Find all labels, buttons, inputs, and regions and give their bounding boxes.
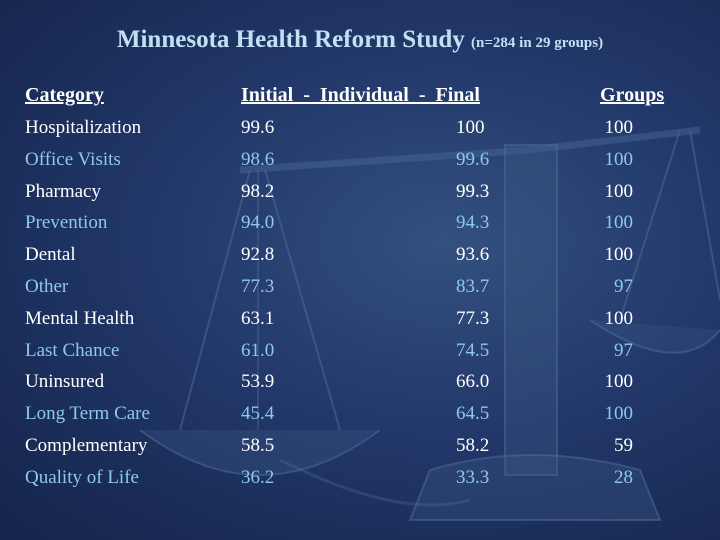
groups-value-cell: 100	[604, 212, 634, 234]
category-cell: Prevention	[25, 212, 108, 234]
initial-value-cell: 94.0	[241, 212, 275, 234]
initial-value-cell: 77.3	[241, 276, 275, 297]
initial-value-cell: 99.6	[241, 117, 275, 138]
category-cell: Quality of Life	[25, 466, 139, 488]
initial-value-cell: 92.8	[241, 244, 275, 266]
final-value-cell: 93.6	[456, 244, 490, 266]
groups-value-cell: 100	[604, 180, 634, 202]
category-cell: Mental Health	[25, 307, 135, 329]
table-row: Uninsured 53.9 66.0 100	[0, 371, 720, 403]
category-cell: Last Chance	[25, 339, 120, 361]
header-category: Category	[25, 84, 104, 106]
final-value-cell: 100	[456, 117, 485, 138]
groups-value-cell: 97	[614, 339, 633, 361]
title-subtitle: (n=284 in 29 groups)	[471, 35, 604, 51]
category-cell: Hospitalization	[25, 117, 142, 138]
table-row: Office Visits 98.6 99.6 100	[0, 149, 720, 181]
initial-value-cell: 61.0	[241, 339, 275, 361]
final-value-cell: 74.5	[456, 339, 490, 361]
final-value-cell: 83.7	[456, 276, 490, 297]
table-row: Pharmacy 98.2 99.3 100	[0, 181, 720, 213]
final-value-cell: 64.5	[456, 403, 490, 425]
groups-value-cell: 97	[614, 276, 633, 297]
table-row: Complementary 58.5 58.2 59	[0, 435, 720, 467]
initial-value-cell: 36.2	[241, 466, 275, 488]
table-row: Hospitalization 99.6 100 100	[0, 117, 720, 149]
header-groups: Groups	[600, 84, 665, 106]
groups-value-cell: 28	[614, 466, 633, 488]
initial-value-cell: 45.4	[241, 403, 275, 425]
category-cell: Pharmacy	[25, 180, 101, 202]
initial-value-cell: 53.9	[241, 371, 275, 393]
initial-value-cell: 63.1	[241, 307, 275, 329]
table-row: Prevention 94.0 94.3 100	[0, 212, 720, 244]
groups-value-cell: 59	[614, 435, 633, 456]
groups-value-cell: 100	[604, 148, 634, 170]
groups-value-cell: 100	[604, 307, 634, 329]
groups-value-cell: 100	[604, 117, 634, 138]
table-row: Mental Health 63.1 77.3 100	[0, 308, 720, 340]
final-value-cell: 94.3	[456, 212, 490, 234]
category-cell: Complementary	[25, 435, 148, 456]
groups-value-cell: 100	[604, 371, 634, 393]
table-row: Long Term Care 45.4 64.5 100	[0, 403, 720, 435]
category-cell: Other	[25, 276, 69, 297]
category-cell: Uninsured	[25, 371, 105, 393]
table-row: Other 77.3 83.7 97	[0, 276, 720, 308]
slide-title: Minnesota Health Reform Study (n=284 in …	[0, 26, 720, 54]
initial-value-cell: 98.6	[241, 148, 275, 170]
final-value-cell: 99.3	[456, 180, 490, 202]
title-main: Minnesota Health Reform Study	[116, 26, 465, 53]
final-value-cell: 58.2	[456, 435, 490, 456]
final-value-cell: 66.0	[456, 371, 490, 393]
initial-value-cell: 58.5	[241, 435, 275, 456]
table-row: Last Chance 61.0 74.5 97	[0, 340, 720, 372]
final-value-cell: 77.3	[456, 307, 490, 329]
category-cell: Dental	[25, 244, 76, 266]
groups-value-cell: 100	[604, 403, 634, 425]
category-cell: Office Visits	[25, 148, 121, 170]
final-value-cell: 33.3	[456, 466, 490, 488]
category-cell: Long Term Care	[25, 403, 150, 425]
header-initial-individual-final: Initial - Individual - Final	[241, 84, 480, 106]
groups-value-cell: 100	[604, 244, 634, 266]
initial-value-cell: 98.2	[241, 180, 275, 202]
table-row: Dental 92.8 93.6 100	[0, 244, 720, 276]
final-value-cell: 99.6	[456, 148, 490, 170]
table-row: Quality of Life 36.2 33.3 28	[0, 467, 720, 499]
